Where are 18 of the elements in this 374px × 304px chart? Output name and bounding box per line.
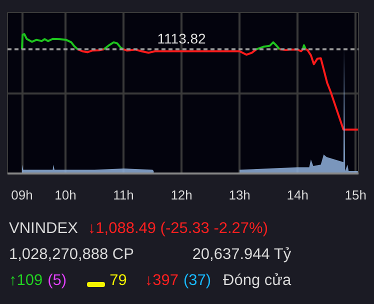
text: Đóng cửa — [223, 271, 292, 291]
text: ↓1,088.49 (-25.33 -2.27%) — [88, 219, 268, 239]
x-tick-label: 11h — [113, 188, 134, 202]
x-tick-label: 10h — [54, 188, 76, 202]
text: 1,028,270,888 CP — [9, 245, 134, 265]
text: 20,637.944 Tỷ — [192, 245, 292, 265]
x-tick-label: 12h — [170, 188, 192, 202]
text: ↓397 — [144, 271, 178, 291]
text: (5) — [48, 271, 67, 291]
x-tick-label: 13h — [228, 188, 250, 202]
text: VNINDEX — [9, 219, 78, 239]
x-tick-label: 15h — [344, 188, 366, 202]
x-tick-label: 09h — [11, 188, 33, 202]
x-tick-label: 14h — [286, 188, 308, 202]
text: 79 — [110, 271, 127, 291]
annotation: 1113.82 — [157, 30, 206, 46]
text: (37) — [183, 271, 212, 291]
text: ↑109 — [9, 271, 43, 291]
